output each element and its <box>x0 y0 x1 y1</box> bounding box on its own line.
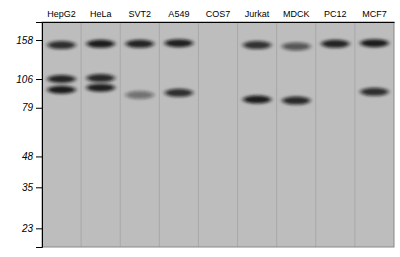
band <box>282 97 310 105</box>
tick: 158 <box>16 35 42 46</box>
lane-separator <box>198 22 199 247</box>
tick-label: 79 <box>22 102 34 113</box>
tick-mark <box>36 79 42 80</box>
lane-separator <box>315 22 316 247</box>
tick: 23 <box>21 223 42 234</box>
lane-separator <box>354 22 355 247</box>
tick-label: 106 <box>16 74 33 85</box>
tick: 48 <box>22 151 42 162</box>
tick-label: Jurkat <box>245 9 270 19</box>
tick: MDCK <box>283 9 310 19</box>
band <box>165 39 193 47</box>
lane-separator <box>81 22 82 247</box>
band <box>47 75 75 83</box>
axis-line <box>43 22 395 23</box>
band <box>87 40 115 48</box>
band <box>47 86 75 94</box>
band <box>87 74 115 82</box>
tick-label: MDCK <box>283 9 310 19</box>
tick: HeLa <box>90 9 112 19</box>
band <box>165 89 193 97</box>
tick: Jurkat <box>245 9 270 19</box>
band <box>243 41 271 49</box>
axis-line <box>36 23 43 248</box>
tick: 79 <box>22 102 42 113</box>
y-axis: 158 106 79 48 35 23 <box>16 23 42 248</box>
tick-label: 158 <box>16 35 33 46</box>
tick: COS7 <box>206 9 231 19</box>
band <box>243 95 271 103</box>
tick-mark <box>36 187 42 188</box>
tick-mark <box>36 108 42 109</box>
band <box>321 40 349 48</box>
tick-label: MCF7 <box>362 9 387 19</box>
tick-label: 23 <box>21 223 34 234</box>
tick-label: HeLa <box>90 9 112 19</box>
band <box>126 91 154 99</box>
band <box>360 88 388 96</box>
tick: HepG2 <box>47 9 76 19</box>
tick-mark <box>36 228 42 229</box>
tick: A549 <box>168 9 189 19</box>
plot-frame <box>42 22 394 247</box>
lane-separator <box>159 22 160 247</box>
tick-label: A549 <box>168 9 189 19</box>
tick-label: 48 <box>22 151 34 162</box>
tick-label: HepG2 <box>47 9 76 19</box>
tick: MCF7 <box>362 9 387 19</box>
lane-separator <box>237 22 238 247</box>
lane-separator <box>276 22 277 247</box>
tick-label: COS7 <box>206 9 231 19</box>
gel-background <box>42 22 394 247</box>
band <box>282 42 310 50</box>
band <box>47 41 75 49</box>
tick: PC12 <box>324 9 347 19</box>
x-axis: HepG2 HeLa SVT2 A549 COS7 Jurkat MDCK PC12 MCF7 <box>43 9 395 23</box>
tick: 106 <box>16 74 42 85</box>
band <box>126 40 154 48</box>
band <box>360 39 388 47</box>
band <box>87 84 115 92</box>
tick-mark <box>36 40 42 41</box>
tick-label: PC12 <box>324 9 347 19</box>
lane-separator <box>120 22 121 247</box>
marks <box>42 22 394 247</box>
tick-label: 35 <box>22 182 34 193</box>
tick: 35 <box>22 182 42 193</box>
tick: SVT2 <box>129 9 152 19</box>
plot: 158 106 79 48 35 23 HepG2 HeLa SVT2 A549 COS7 Jurka… <box>16 9 394 248</box>
chart: 158 106 79 48 35 23 HepG2 HeLa SVT2 A549 COS7 Jurka… <box>0 0 400 257</box>
tick-label: SVT2 <box>129 9 152 19</box>
tick-mark <box>36 156 42 157</box>
